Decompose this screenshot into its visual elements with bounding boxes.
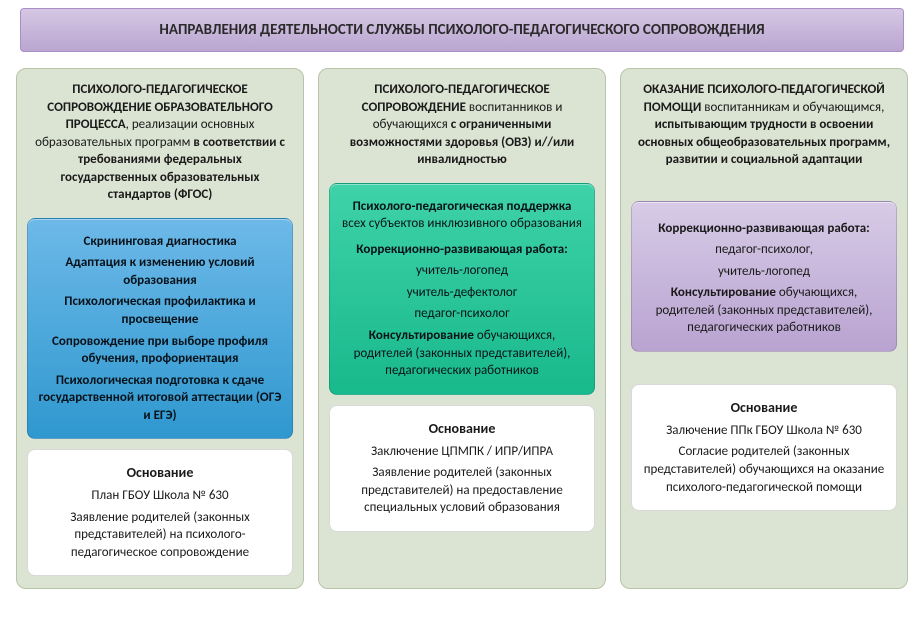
col2-body-h2: Коррекционно-развивающая работа: (340, 241, 584, 259)
col2-body-b3a: Консультирование (369, 328, 474, 343)
columns-row: ПСИХОЛОГО-ПЕДАГОГИЧЕСКОЕ СОПРОВОЖДЕНИЕ О… (12, 68, 912, 589)
col2-body-r2: учитель-дефектолог (340, 284, 584, 302)
col3-basis-title: Основание (642, 399, 886, 418)
col2-basis-p1: Заключение ЦПМПК / ИПР/ИПРА (340, 443, 584, 461)
page-title-banner: НАПРАВЛЕНИЯ ДЕЯТЕЛЬНОСТИ СЛУЖБЫ ПСИХОЛОГ… (20, 8, 904, 52)
col3-basis-p1: Залючение ППк ГБОУ Школа № 630 (642, 422, 886, 440)
column-2-basis-panel: Основание Заключение ЦПМПК / ИПР/ИПРА За… (329, 405, 595, 532)
col1-body-l5: Психологическая подготовка к сдаче госуд… (38, 372, 282, 425)
column-3-head: ОКАЗАНИЕ ПСИХОЛОГО-ПЕДАГОГИЧЕСКОЙ ПОМОЩИ… (631, 79, 897, 173)
col1-body-l3: Психологическая профилактика и просвещен… (38, 293, 282, 328)
column-3: ОКАЗАНИЕ ПСИХОЛОГО-ПЕДАГОГИЧЕСКОЙ ПОМОЩИ… (620, 68, 908, 589)
col3-head-b2: испытывающим трудности в освоении основн… (638, 117, 890, 167)
column-1: ПСИХОЛОГО-ПЕДАГОГИЧЕСКОЕ СОПРОВОЖДЕНИЕ О… (16, 68, 304, 589)
column-3-body-panel: Коррекционно-развивающая работа: педагог… (631, 201, 897, 352)
col1-basis-p1: План ГБОУ Школа № 630 (38, 487, 282, 505)
col2-body-r3: педагог-психолог (340, 305, 584, 323)
column-2-head: ПСИХОЛОГО-ПЕДАГОГИЧЕСКОЕ СОПРОВОЖДЕНИЕ в… (329, 79, 595, 173)
col2-basis-title: Основание (340, 420, 584, 439)
col3-body-r1: педагог-психолог, (642, 241, 886, 259)
col2-body-r1: учитель-логопед (340, 262, 584, 280)
col2-basis-p2: Заявление родителей (законных представит… (340, 464, 584, 517)
col1-body-l2: Адаптация к изменению условий образовани… (38, 254, 282, 289)
page-title-text: НАПРАВЛЕНИЯ ДЕЯТЕЛЬНОСТИ СЛУЖБЫ ПСИХОЛОГ… (159, 21, 764, 39)
col3-body-r2: учитель-логопед (642, 263, 886, 281)
column-2: ПСИХОЛОГО-ПЕДАГОГИЧЕСКОЕ СОПРОВОЖДЕНИЕ в… (318, 68, 606, 589)
col3-basis-p2: Согласие родителей (законных представите… (642, 443, 886, 496)
column-1-basis-panel: Основание План ГБОУ Школа № 630 Заявлени… (27, 449, 293, 576)
col1-basis-title: Основание (38, 464, 282, 483)
col1-body-l1: Скрининговая диагностика (38, 233, 282, 251)
col3-body-b2a: Консультирование (671, 285, 776, 300)
col2-body-b1a: Психолого-педагогическая поддержка (353, 199, 572, 214)
col2-body-b3: Консультирование обучающихся, родителей … (340, 327, 584, 380)
column-2-body-panel: Психолого-педагогическая поддержка всех … (329, 183, 595, 395)
col3-head-p1: воспитанникам и обучающимся, (701, 100, 884, 115)
col3-body-b2: Консультирование обучающихся, родителей … (642, 284, 886, 337)
column-1-body-panel: Скрининговая диагностика Адаптация к изм… (27, 218, 293, 439)
col2-body-b1b: всех субъектов инклюзивного образования (342, 216, 582, 231)
col1-basis-p2: Заявление родителей (законных представит… (38, 509, 282, 562)
col2-body-b1: Психолого-педагогическая поддержка всех … (340, 198, 584, 233)
column-3-basis-panel: Основание Залючение ППк ГБОУ Школа № 630… (631, 384, 897, 511)
col1-body-l4: Сопровождение при выборе профиля обучени… (38, 333, 282, 368)
column-1-head: ПСИХОЛОГО-ПЕДАГОГИЧЕСКОЕ СОПРОВОЖДЕНИЕ О… (27, 79, 293, 208)
col3-body-h1: Коррекционно-развивающая работа: (642, 220, 886, 238)
